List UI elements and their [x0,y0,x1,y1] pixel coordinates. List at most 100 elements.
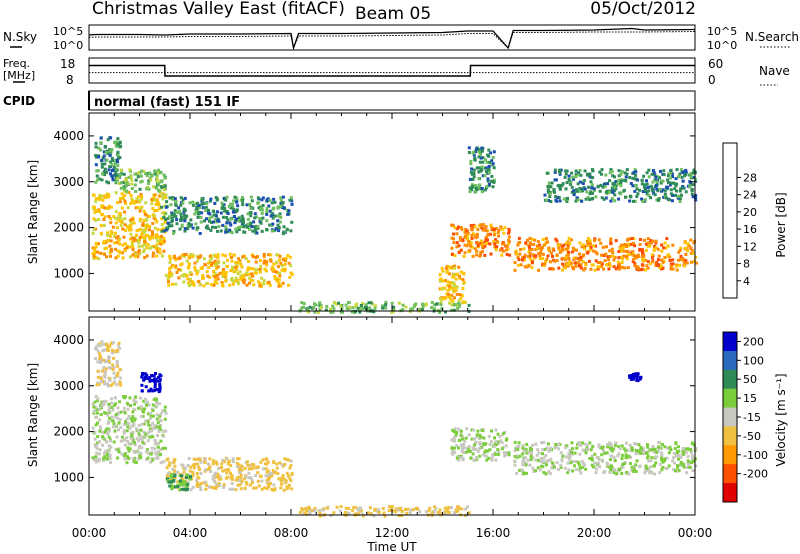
velocity-cell-7-341 [605,451,609,455]
power-cell-7-142 [467,240,471,244]
velocity-cell-0-48 [142,399,146,403]
power-cell-4-33 [166,277,170,281]
velocity-cell-0-258 [108,416,112,420]
power-cell-4-184 [175,271,179,274]
velocity-cell-7-56 [612,456,616,460]
velocity-cell-0-99 [131,430,135,434]
velocity-cell-3-285 [168,461,172,465]
power-cell-4-281 [169,274,173,278]
power-cell-3-207 [219,211,223,215]
power-cell-4-179 [254,260,258,264]
velocity-cell-7-96 [514,447,518,451]
power-cell-8-82 [480,165,484,169]
velocity-cell-2-4 [158,378,162,382]
power-cell-9-25 [687,244,691,248]
power-cell-3-285 [260,229,264,233]
power-cell-5-12 [368,306,372,310]
power-cell-4-141 [173,256,177,260]
power-cell-0-76 [120,218,124,222]
power-cell-0-259 [124,228,127,232]
velocity-cell-5-100 [382,511,386,515]
velocity-cell-0-348 [150,429,154,433]
velocity-cell-1-51 [115,383,119,387]
power-cell-10-318 [691,195,695,199]
velocity-cell-3-290 [213,479,216,483]
velocity-cell-7-92 [551,461,554,465]
power-cell-3-282 [175,218,179,222]
power-cell-10-352 [646,185,650,189]
power-cell-3-311 [261,196,265,200]
power-cell-0-89 [127,228,131,232]
power-cell-0-321 [152,195,156,199]
velocity-cell-3-154 [266,469,270,473]
power-cell-3-59 [162,229,166,233]
power-cell-7-4 [488,242,492,246]
velocity-cell-8-25 [636,379,640,383]
power-cell-9-143 [644,242,648,246]
velocity-cell-0-168 [130,437,134,441]
power-cell-5-61 [302,302,306,305]
power-cell-3-269 [270,201,274,205]
power-cell-4-104 [223,254,227,258]
velocity-cell-1-85 [107,384,110,388]
power-cell-4-236 [269,253,273,257]
power-cell-8-69 [477,170,481,174]
power-cell-3-88 [240,225,244,228]
power-cell-9-259 [682,262,686,266]
power-cell-9-148 [644,258,648,262]
velocity-cell-7-296 [593,452,597,456]
velocity-cell-7-376 [595,456,599,459]
velocity-cell-5-101 [347,507,351,511]
power-cell-10-6 [609,168,613,171]
velocity-cell-3-197 [204,457,208,461]
power-cell-7-108 [452,241,456,245]
power-cell-0-181 [134,255,137,259]
velocity-cell-0-344 [92,409,96,413]
power-cell-0-265 [114,216,118,220]
power-cell-3-136 [268,209,272,213]
power-cell-3-202 [164,212,168,216]
velocity-cell-0-334 [154,397,158,401]
power-cell-9-140 [540,245,544,249]
power-cell-10-357 [548,192,552,196]
power-cell-10-33 [600,172,603,176]
velocity-cell-0-323 [142,410,146,414]
velocity-cell-0-188 [114,424,118,428]
velocity-cell-0-237 [112,440,116,444]
velocity-cell-1-69 [116,364,120,368]
power-cell-4-305 [205,282,209,285]
power-cell-10-309 [671,181,675,185]
power-cell-9-47 [660,267,664,271]
power-cell-0-346 [121,256,125,260]
power-cell-9-286 [561,268,564,272]
velocity-cell-0-362 [146,431,150,435]
power-cell-7-123 [482,228,486,232]
velocity-cell-0-336 [154,442,158,446]
velocity-cell-0-265 [116,412,120,416]
velocity-cell-3-260 [267,473,271,476]
power-cell-5-60 [433,307,436,311]
velocity-cell-6-57 [488,448,492,452]
velocity-cell-6-97 [463,439,467,443]
power-cell-0-115 [136,205,140,209]
velocity-cell-7-361 [667,464,671,468]
power-cell-4-137 [213,272,217,276]
velocity-cell-7-68 [517,441,521,445]
power-cell-9-433 [684,246,688,250]
power-cell-10-20 [617,169,621,173]
power-cell-3-354 [196,215,200,219]
power-cell-9-212 [532,253,535,257]
power-cell-6-49 [446,288,450,292]
power-cell-4-217 [283,263,287,266]
velocity-cell-6-48 [462,443,466,446]
velocity-cell-2-15 [145,373,149,377]
power-cell-7-23 [507,229,511,233]
velocity-cell-3-183 [269,472,273,475]
velocity-cell-0-240 [95,411,99,415]
velocity-cell-4-45 [176,485,180,489]
power-cell-10-34 [563,175,567,179]
power-cell-9-110 [576,257,580,261]
power-cell-8-86 [477,150,481,154]
velocity-cell-0-235 [95,415,98,419]
power-cell-3-169 [290,220,294,224]
